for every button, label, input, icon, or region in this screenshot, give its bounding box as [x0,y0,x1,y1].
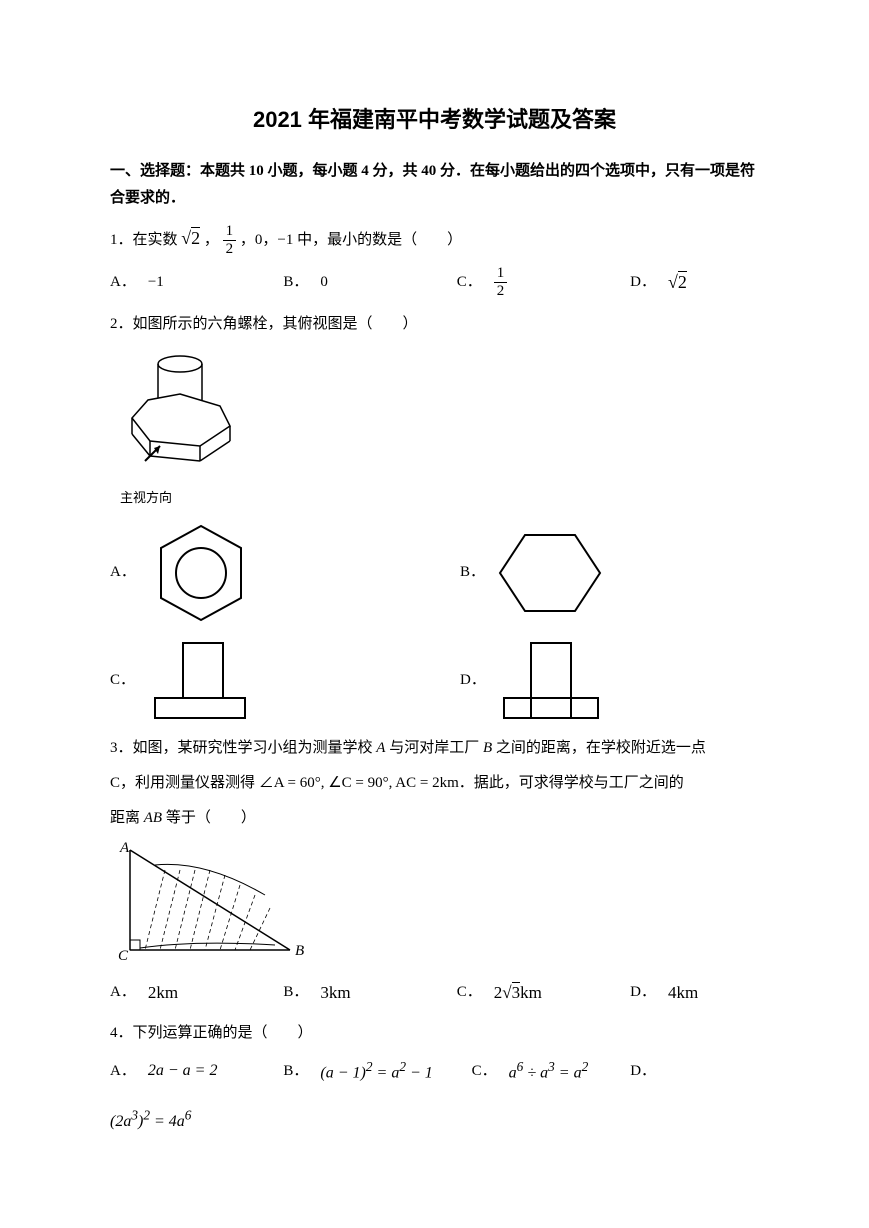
q3-text-3: 距离 AB 等于（ ） [110,805,759,832]
hexbolt-3d-icon [110,346,250,486]
question-3: 3．如图，某研究性学习小组为测量学校 A 与河对岸工厂 B 之间的距离，在学校附… [110,735,759,1009]
q4-optc-val: a6 ÷ a3 = a2 [509,1055,589,1088]
q1-text: 1．在实数 √2 ， 1 2 ，0，−1 中，最小的数是（ ） [110,222,759,258]
q3-option-b: B． 3km [283,978,456,1009]
q4-optb-val: (a − 1)2 = a2 − 1 [320,1055,432,1088]
q3-figure: A C B [110,840,759,970]
q1-mid1: ， [204,232,219,248]
q1-prefix: 1．在实数 [110,232,178,248]
q1-option-d: D． √2 [630,265,759,299]
q3-option-d: D． 4km [630,978,759,1009]
q1-sqrt2: √2 [181,227,200,248]
q2-options-row2: C． D． [110,638,759,723]
q4-text: 4．下列运算正确的是（ ） [110,1020,759,1047]
q3-optc-val: 2√3km [494,978,542,1009]
triangle-river-icon: A C B [110,840,310,970]
q3-text-2: C，利用测量仪器测得 ∠A = 60°, ∠C = 90°, AC = 2km．… [110,770,759,797]
q4-opta-val: 2a − a = 2 [148,1057,218,1086]
q2-option-d: D． [460,638,740,723]
q3-label-a: A [119,840,130,856]
q4-option-d-continued: (2a3)2 = 4a6 [110,1103,759,1136]
question-2: 2．如图所示的六角螺栓，其俯视图是（ ） 主视方向 A． [110,311,759,722]
q3-option-c: C． 2√3km [457,978,630,1009]
q4-option-d: D． [630,1055,759,1088]
q1-option-c: C． 1 2 [457,265,630,299]
question-1: 1．在实数 √2 ， 1 2 ，0，−1 中，最小的数是（ ） A． −1 B．… [110,222,759,300]
q4-option-c: C． a6 ÷ a3 = a2 [472,1055,631,1088]
q2-option-a: A． [110,518,460,628]
q1-option-b: B． 0 [283,265,456,299]
q4-option-b: B． (a − 1)2 = a2 − 1 [283,1055,471,1088]
question-4: 4．下列运算正确的是（ ） A． 2a − a = 2 B． (a − 1)2 … [110,1020,759,1136]
q3-label-c: C [118,948,129,964]
hexagon-circle-icon [146,518,256,628]
q2-option-c: C． [110,638,460,723]
q3-label-b: B [295,943,304,959]
q2-options-row1: A． B． [110,518,759,628]
q4-optd-val: (2a3)2 = 4a6 [110,1113,191,1130]
document-title: 2021 年福建南平中考数学试题及答案 [110,100,759,140]
q4-options: A． 2a − a = 2 B． (a − 1)2 = a2 − 1 C． a6… [110,1055,759,1088]
q1-mid2: ，0，−1 中，最小的数是（ ） [240,232,462,248]
q3-option-a: A． 2km [110,978,283,1009]
q2-main-figure: 主视方向 [110,346,759,509]
q4-option-a: A． 2a − a = 2 [110,1055,283,1088]
q3-options: A． 2km B． 3km C． 2√3km D． 4km [110,978,759,1009]
q1-optd-sqrt: √2 [668,266,687,298]
front-view-c-icon [145,638,255,723]
section-1-header: 一、选择题：本题共 10 小题，每小题 4 分，共 40 分．在每小题给出的四个… [110,158,759,212]
q3-text: 3．如图，某研究性学习小组为测量学校 A 与河对岸工厂 B 之间的距离，在学校附… [110,735,759,762]
q2-text: 2．如图所示的六角螺栓，其俯视图是（ ） [110,311,759,338]
q1-option-a: A． −1 [110,265,283,299]
q1-optc-frac: 1 2 [494,265,508,299]
q1-options: A． −1 B． 0 C． 1 2 D． √2 [110,265,759,299]
q2-caption: 主视方向 [120,486,759,509]
hexagon-icon [495,523,605,623]
q2-option-b: B． [460,523,740,623]
q1-half: 1 2 [223,223,237,257]
front-view-d-icon [496,638,606,723]
